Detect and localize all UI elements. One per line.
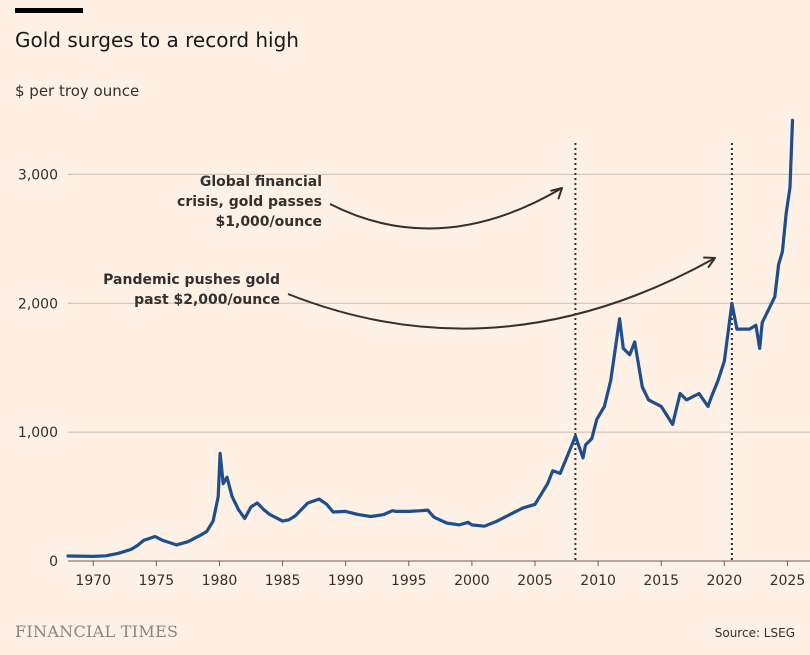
gold-price-line (66, 118, 795, 558)
chart-subtitle: $ per troy ounce (15, 82, 140, 100)
x-tick-label: 2025 (770, 573, 806, 589)
arrow-head (550, 187, 563, 200)
x-tick-label: 2020 (706, 573, 742, 589)
x-tick-label: 2000 (454, 573, 490, 589)
x-tick-label: 2005 (517, 573, 553, 589)
annotation-arrow (287, 257, 716, 330)
x-tick-label: 2015 (643, 573, 679, 589)
y-tick-label: 0 (49, 554, 58, 570)
x-tick-label: 2010 (580, 573, 616, 589)
annotation-text: past $2,000/ounce (134, 292, 280, 308)
annotation-arrow (329, 187, 563, 230)
chart-title: Gold surges to a record high (15, 28, 299, 52)
arrow-head (703, 256, 716, 268)
y-tick-label: 2,000 (18, 296, 58, 312)
annotation-text: Global financial (200, 174, 322, 190)
brand-logo: FINANCIAL TIMES (15, 622, 179, 641)
x-tick-label: 1995 (391, 573, 427, 589)
x-tick-label: 1990 (328, 573, 364, 589)
y-tick-label: 1,000 (18, 425, 58, 441)
source-note: Source: LSEG (714, 626, 795, 640)
annotation-text: crisis, gold passes (177, 194, 322, 210)
x-tick-label: 1985 (265, 573, 301, 589)
annotation-text: $1,000/ounce (216, 214, 322, 230)
header-accent-bar (15, 8, 83, 13)
y-tick-label: 3,000 (18, 167, 58, 183)
annotation-text: Pandemic pushes gold (103, 272, 280, 288)
x-tick-label: 1970 (75, 573, 111, 589)
x-tick-label: 1980 (202, 573, 238, 589)
x-tick-label: 1975 (139, 573, 175, 589)
